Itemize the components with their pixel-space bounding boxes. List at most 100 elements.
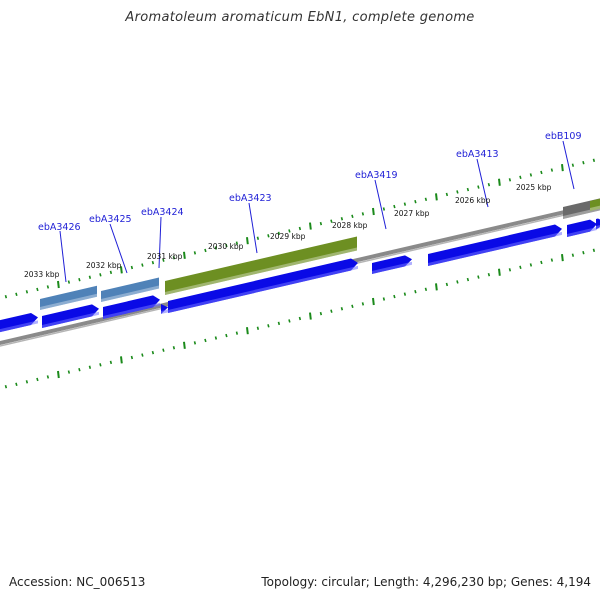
outer-tick <box>424 197 428 201</box>
outer-tick <box>519 175 522 180</box>
inner-tick <box>466 277 470 282</box>
inner-tick <box>393 294 396 299</box>
inner-tick <box>183 341 186 349</box>
inner-tick <box>130 355 134 360</box>
feature-ebA3426-shade <box>40 293 97 310</box>
inner-tick <box>403 292 407 296</box>
outer-tick <box>88 275 92 279</box>
kbp-label: 2025 kbp <box>516 183 552 192</box>
outer-tick <box>487 182 491 187</box>
outer-tick <box>445 192 449 197</box>
gene-label-ebA3426[interactable]: ebA3426 <box>38 222 81 233</box>
gene-label-ebB109[interactable]: ebB109 <box>545 131 582 142</box>
inner-tick <box>4 385 8 389</box>
cds-arrow-0-shade <box>0 320 38 333</box>
outer-tick <box>403 202 407 206</box>
outer-tick <box>414 200 417 204</box>
label-leaders <box>59 140 575 283</box>
cds-track[interactable] <box>0 218 600 334</box>
inner-tick <box>193 341 197 345</box>
inner-tick <box>288 319 291 323</box>
outer-tick <box>15 292 18 296</box>
inner-tick <box>571 253 575 257</box>
gene-label-ebA3423[interactable]: ebA3423 <box>229 193 272 204</box>
kbp-labels: 2033 kbp 2032 kbp 2031 kbp 2030 kbp 2029 kbp… <box>24 183 552 279</box>
outer-tick <box>141 263 144 267</box>
outer-tick <box>456 190 459 194</box>
outer-tick <box>382 207 386 211</box>
inner-tick <box>235 331 239 335</box>
inner-tick <box>529 263 533 267</box>
outer-tick <box>561 163 564 172</box>
gene-label-ebA3424[interactable]: ebA3424 <box>141 207 184 218</box>
accession-text: Accession: NC_006513 <box>9 575 146 589</box>
inner-tick <box>214 336 218 340</box>
cds-arrow-ebA3425-shade <box>103 302 160 319</box>
inner-tick <box>99 363 102 367</box>
gene-label-ebA3419[interactable]: ebA3419 <box>355 170 398 181</box>
inner-tick <box>78 367 81 372</box>
outer-tick <box>540 170 543 175</box>
outer-tick <box>351 214 354 219</box>
inner-tick <box>162 348 165 352</box>
cds-arrow-ebA3423-shade <box>168 265 358 313</box>
feature-ebA3423 <box>165 236 357 295</box>
outer-tick <box>162 258 165 262</box>
outer-tick <box>225 243 228 248</box>
inner-tick <box>435 283 438 291</box>
outer-tick <box>466 187 470 192</box>
inner-tick <box>592 248 596 252</box>
outer-tick <box>298 226 302 231</box>
outer-tick <box>57 280 60 289</box>
gene-labels[interactable]: ebA3426 ebA3425 ebA3424 ebA3423 ebA3419 ebA34… <box>38 131 582 233</box>
inner-tick <box>540 260 543 265</box>
inner-tick <box>267 324 270 328</box>
outer-tick <box>246 237 249 245</box>
outer-tick <box>109 270 113 275</box>
outer-tick <box>309 222 312 230</box>
feature-track[interactable] <box>40 197 600 310</box>
inner-tick <box>256 326 260 330</box>
outer-tick <box>130 265 134 270</box>
leader-line <box>109 223 128 274</box>
inner-tick <box>25 380 29 384</box>
kbp-label: 2028 kbp <box>332 221 368 230</box>
feature-ebB109-olive <box>590 198 600 211</box>
inner-tick <box>298 316 302 321</box>
feature-ebA3423-shade <box>165 247 357 295</box>
kbp-label: 2031 kbp <box>147 252 183 261</box>
inner-tick <box>88 365 92 369</box>
inner-tick <box>204 338 207 343</box>
outer-tick <box>277 231 281 236</box>
inner-tick <box>561 253 564 262</box>
leader-line <box>248 202 258 254</box>
outer-tick <box>99 273 102 277</box>
genome-summary: Topology: circular; Length: 4,296,230 bp… <box>261 575 591 589</box>
inner-tick <box>550 258 554 262</box>
kbp-label: 2030 kbp <box>208 242 244 251</box>
kbp-label: 2033 kbp <box>24 270 60 279</box>
outer-tick <box>78 277 81 282</box>
inner-tick <box>225 333 228 338</box>
inner-tick <box>330 309 333 313</box>
leader-line <box>476 158 489 208</box>
inner-tick <box>36 377 39 382</box>
inner-tick <box>120 356 123 364</box>
leader-line <box>59 230 67 283</box>
gene-label-ebA3413[interactable]: ebA3413 <box>456 149 499 160</box>
cds-arrow-edge-shade <box>596 225 600 229</box>
leader-line <box>562 140 575 190</box>
inner-tick <box>477 275 480 279</box>
gene-label-ebA3425[interactable]: ebA3425 <box>89 214 132 225</box>
outer-tick <box>582 161 585 165</box>
inner-tick <box>498 268 501 276</box>
kbp-label: 2026 kbp <box>455 196 491 205</box>
inner-tick <box>15 382 18 386</box>
outer-tick-ring <box>4 158 596 299</box>
outer-tick <box>319 221 323 226</box>
inner-tick <box>246 327 249 335</box>
outer-tick <box>330 219 333 223</box>
cds-arrow-ebA3424-shade <box>161 309 168 314</box>
inner-tick <box>351 304 354 309</box>
